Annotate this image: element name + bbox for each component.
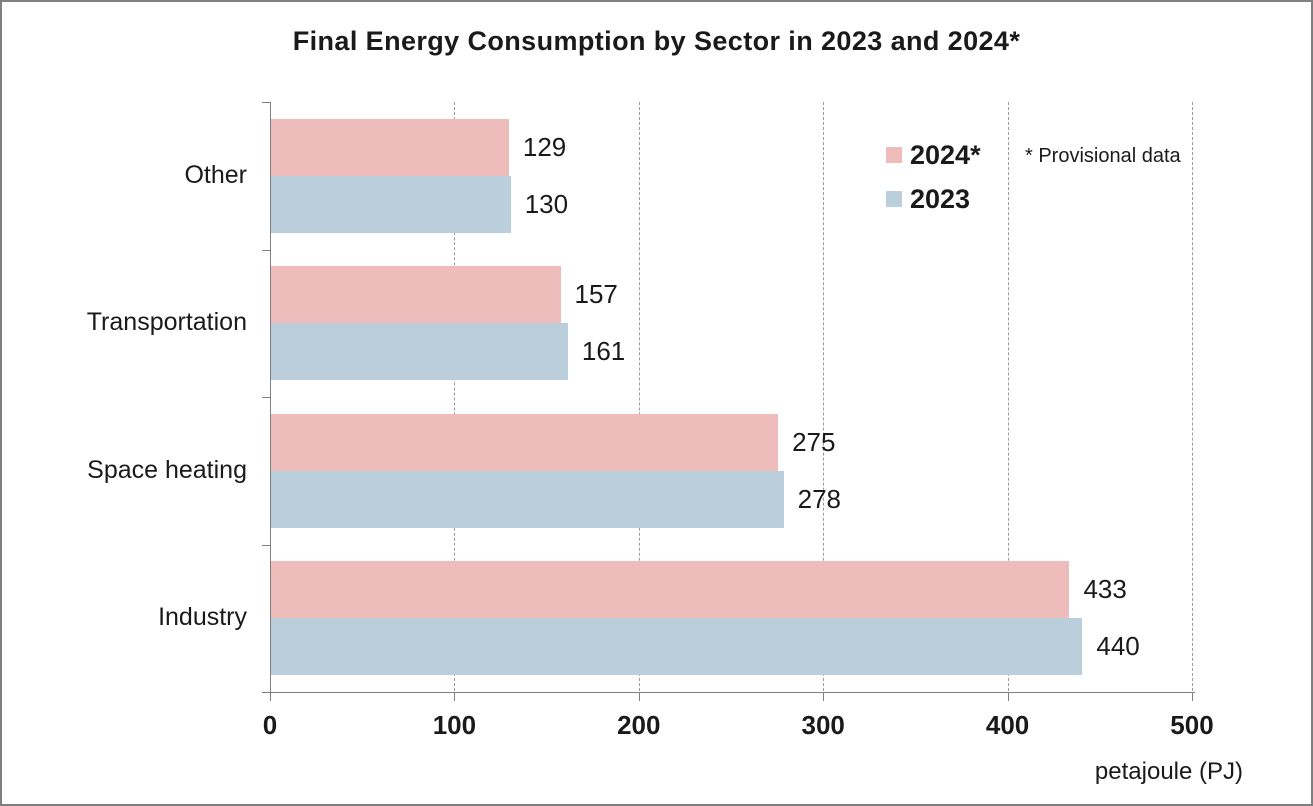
x-tick-500 (1192, 692, 1193, 701)
category-label-space-heating: Space heating (87, 455, 247, 484)
category-label-other: Other (184, 160, 247, 189)
gridline-500 (1192, 102, 1193, 701)
x-axis-line (262, 692, 1195, 693)
bar-2023-transportation (271, 323, 568, 381)
x-tick-label-0: 0 (262, 710, 278, 740)
gridline-200 (638, 102, 640, 701)
value-label-2024-transportation: 157 (574, 279, 618, 310)
bar-2024-industry (271, 561, 1070, 619)
x-tick-label-100: 100 (432, 710, 477, 740)
legend-item-2024: 2024* (886, 140, 981, 170)
x-tick-label-200: 200 (617, 710, 661, 740)
y-tick-2 (262, 397, 270, 398)
value-label-2023-space-heating: 278 (797, 483, 842, 514)
gridline-400 (1007, 102, 1009, 701)
x-axis-label: petajoule (PJ) (1094, 758, 1243, 785)
legend-item-2023: 2023 (886, 184, 981, 214)
x-tick-300 (823, 692, 825, 701)
provisional-note: * Provisional data (1025, 145, 1181, 167)
gridline-300 (823, 102, 825, 701)
bar-2023-space-heating (271, 470, 784, 528)
x-tick-100 (454, 692, 456, 701)
x-tick-0 (270, 692, 271, 701)
legend: 2024* 2023 (886, 140, 981, 228)
x-tick-200 (638, 692, 640, 701)
bar-2024-transportation (271, 266, 561, 324)
value-label-2023-other: 130 (524, 188, 569, 219)
bar-2023-industry (271, 618, 1083, 676)
chart-title: Final Energy Consumption by Sector in 20… (292, 26, 1021, 56)
legend-swatch-2024 (886, 147, 902, 163)
x-tick-400 (1007, 692, 1009, 701)
category-label-industry: Industry (158, 603, 247, 632)
bar-2023-other (271, 175, 511, 233)
value-label-2023-transportation: 161 (581, 336, 626, 367)
x-tick-label-500: 500 (1170, 710, 1214, 740)
value-label-2024-industry: 433 (1083, 574, 1127, 605)
value-label-2023-industry: 440 (1096, 631, 1140, 662)
value-label-2024-other: 129 (522, 131, 567, 162)
legend-label-2024: 2024* (910, 139, 981, 170)
plot-area: 129 130 157 161 275 278 433 440 (262, 102, 1195, 701)
bar-2024-other (271, 118, 509, 176)
x-tick-label-300: 300 (801, 710, 845, 740)
value-label-2024-space-heating: 275 (792, 426, 836, 457)
y-tick-0 (262, 102, 270, 103)
y-axis-line (270, 102, 271, 701)
x-tick-label-400: 400 (985, 710, 1030, 740)
y-tick-3 (262, 544, 270, 546)
bar-2024-space-heating (271, 413, 779, 471)
y-tick-1 (262, 249, 270, 251)
category-label-transportation: Transportation (86, 308, 247, 337)
gridline-100 (454, 102, 456, 701)
legend-swatch-2023 (886, 191, 902, 207)
legend-label-2023: 2023 (910, 183, 971, 214)
